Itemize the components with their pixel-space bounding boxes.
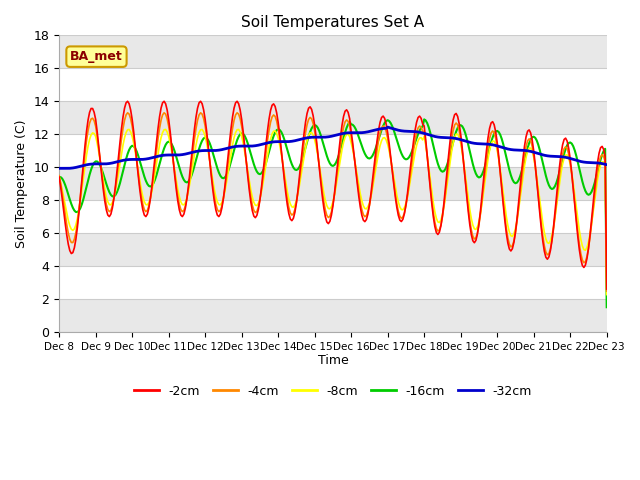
-16cm	[603, 304, 611, 310]
-2cm	[399, 216, 407, 222]
-8cm	[538, 210, 545, 216]
-2cm	[124, 98, 131, 104]
-16cm	[420, 117, 428, 122]
-16cm	[385, 118, 393, 124]
-16cm	[157, 156, 165, 161]
-2cm	[538, 226, 545, 231]
-8cm	[235, 127, 243, 132]
Line: -2cm: -2cm	[59, 101, 607, 289]
Y-axis label: Soil Temperature (C): Soil Temperature (C)	[15, 120, 28, 248]
-2cm	[55, 174, 63, 180]
-4cm	[55, 173, 63, 179]
-4cm	[538, 221, 545, 227]
-8cm	[387, 156, 394, 162]
-2cm	[603, 286, 611, 292]
-16cm	[55, 174, 63, 180]
Bar	[59, 167, 607, 200]
-2cm	[369, 178, 376, 184]
-4cm	[70, 236, 78, 242]
-8cm	[369, 186, 376, 192]
Legend: -2cm, -4cm, -8cm, -16cm, -32cm: -2cm, -4cm, -8cm, -16cm, -32cm	[129, 380, 537, 403]
Bar	[59, 299, 607, 332]
Line: -8cm: -8cm	[59, 130, 607, 295]
-32cm	[384, 124, 392, 130]
Bar	[59, 36, 607, 68]
-32cm	[369, 128, 376, 133]
-32cm	[159, 153, 166, 158]
-32cm	[603, 162, 611, 168]
-4cm	[399, 214, 407, 220]
-16cm	[70, 208, 78, 214]
-2cm	[387, 154, 394, 160]
-8cm	[603, 292, 611, 298]
-4cm	[124, 110, 131, 116]
-16cm	[538, 153, 545, 159]
-4cm	[159, 112, 166, 118]
-16cm	[367, 155, 375, 161]
-2cm	[159, 100, 166, 106]
-16cm	[397, 150, 405, 156]
-8cm	[399, 207, 407, 213]
-4cm	[387, 156, 394, 162]
Line: -32cm: -32cm	[59, 127, 607, 168]
-32cm	[61, 166, 69, 171]
Text: BA_met: BA_met	[70, 50, 123, 63]
-32cm	[539, 152, 547, 158]
-2cm	[70, 245, 78, 251]
X-axis label: Time: Time	[317, 354, 348, 368]
Bar	[59, 233, 607, 266]
-4cm	[369, 182, 376, 188]
Bar	[59, 101, 607, 134]
-8cm	[55, 175, 63, 180]
-32cm	[388, 126, 396, 132]
Title: Soil Temperatures Set A: Soil Temperatures Set A	[241, 15, 424, 30]
-8cm	[157, 135, 165, 141]
-4cm	[603, 288, 611, 294]
Line: -4cm: -4cm	[59, 113, 607, 291]
-32cm	[55, 166, 63, 171]
-32cm	[401, 128, 408, 134]
-32cm	[72, 165, 80, 170]
Line: -16cm: -16cm	[59, 120, 607, 307]
-8cm	[70, 226, 78, 232]
